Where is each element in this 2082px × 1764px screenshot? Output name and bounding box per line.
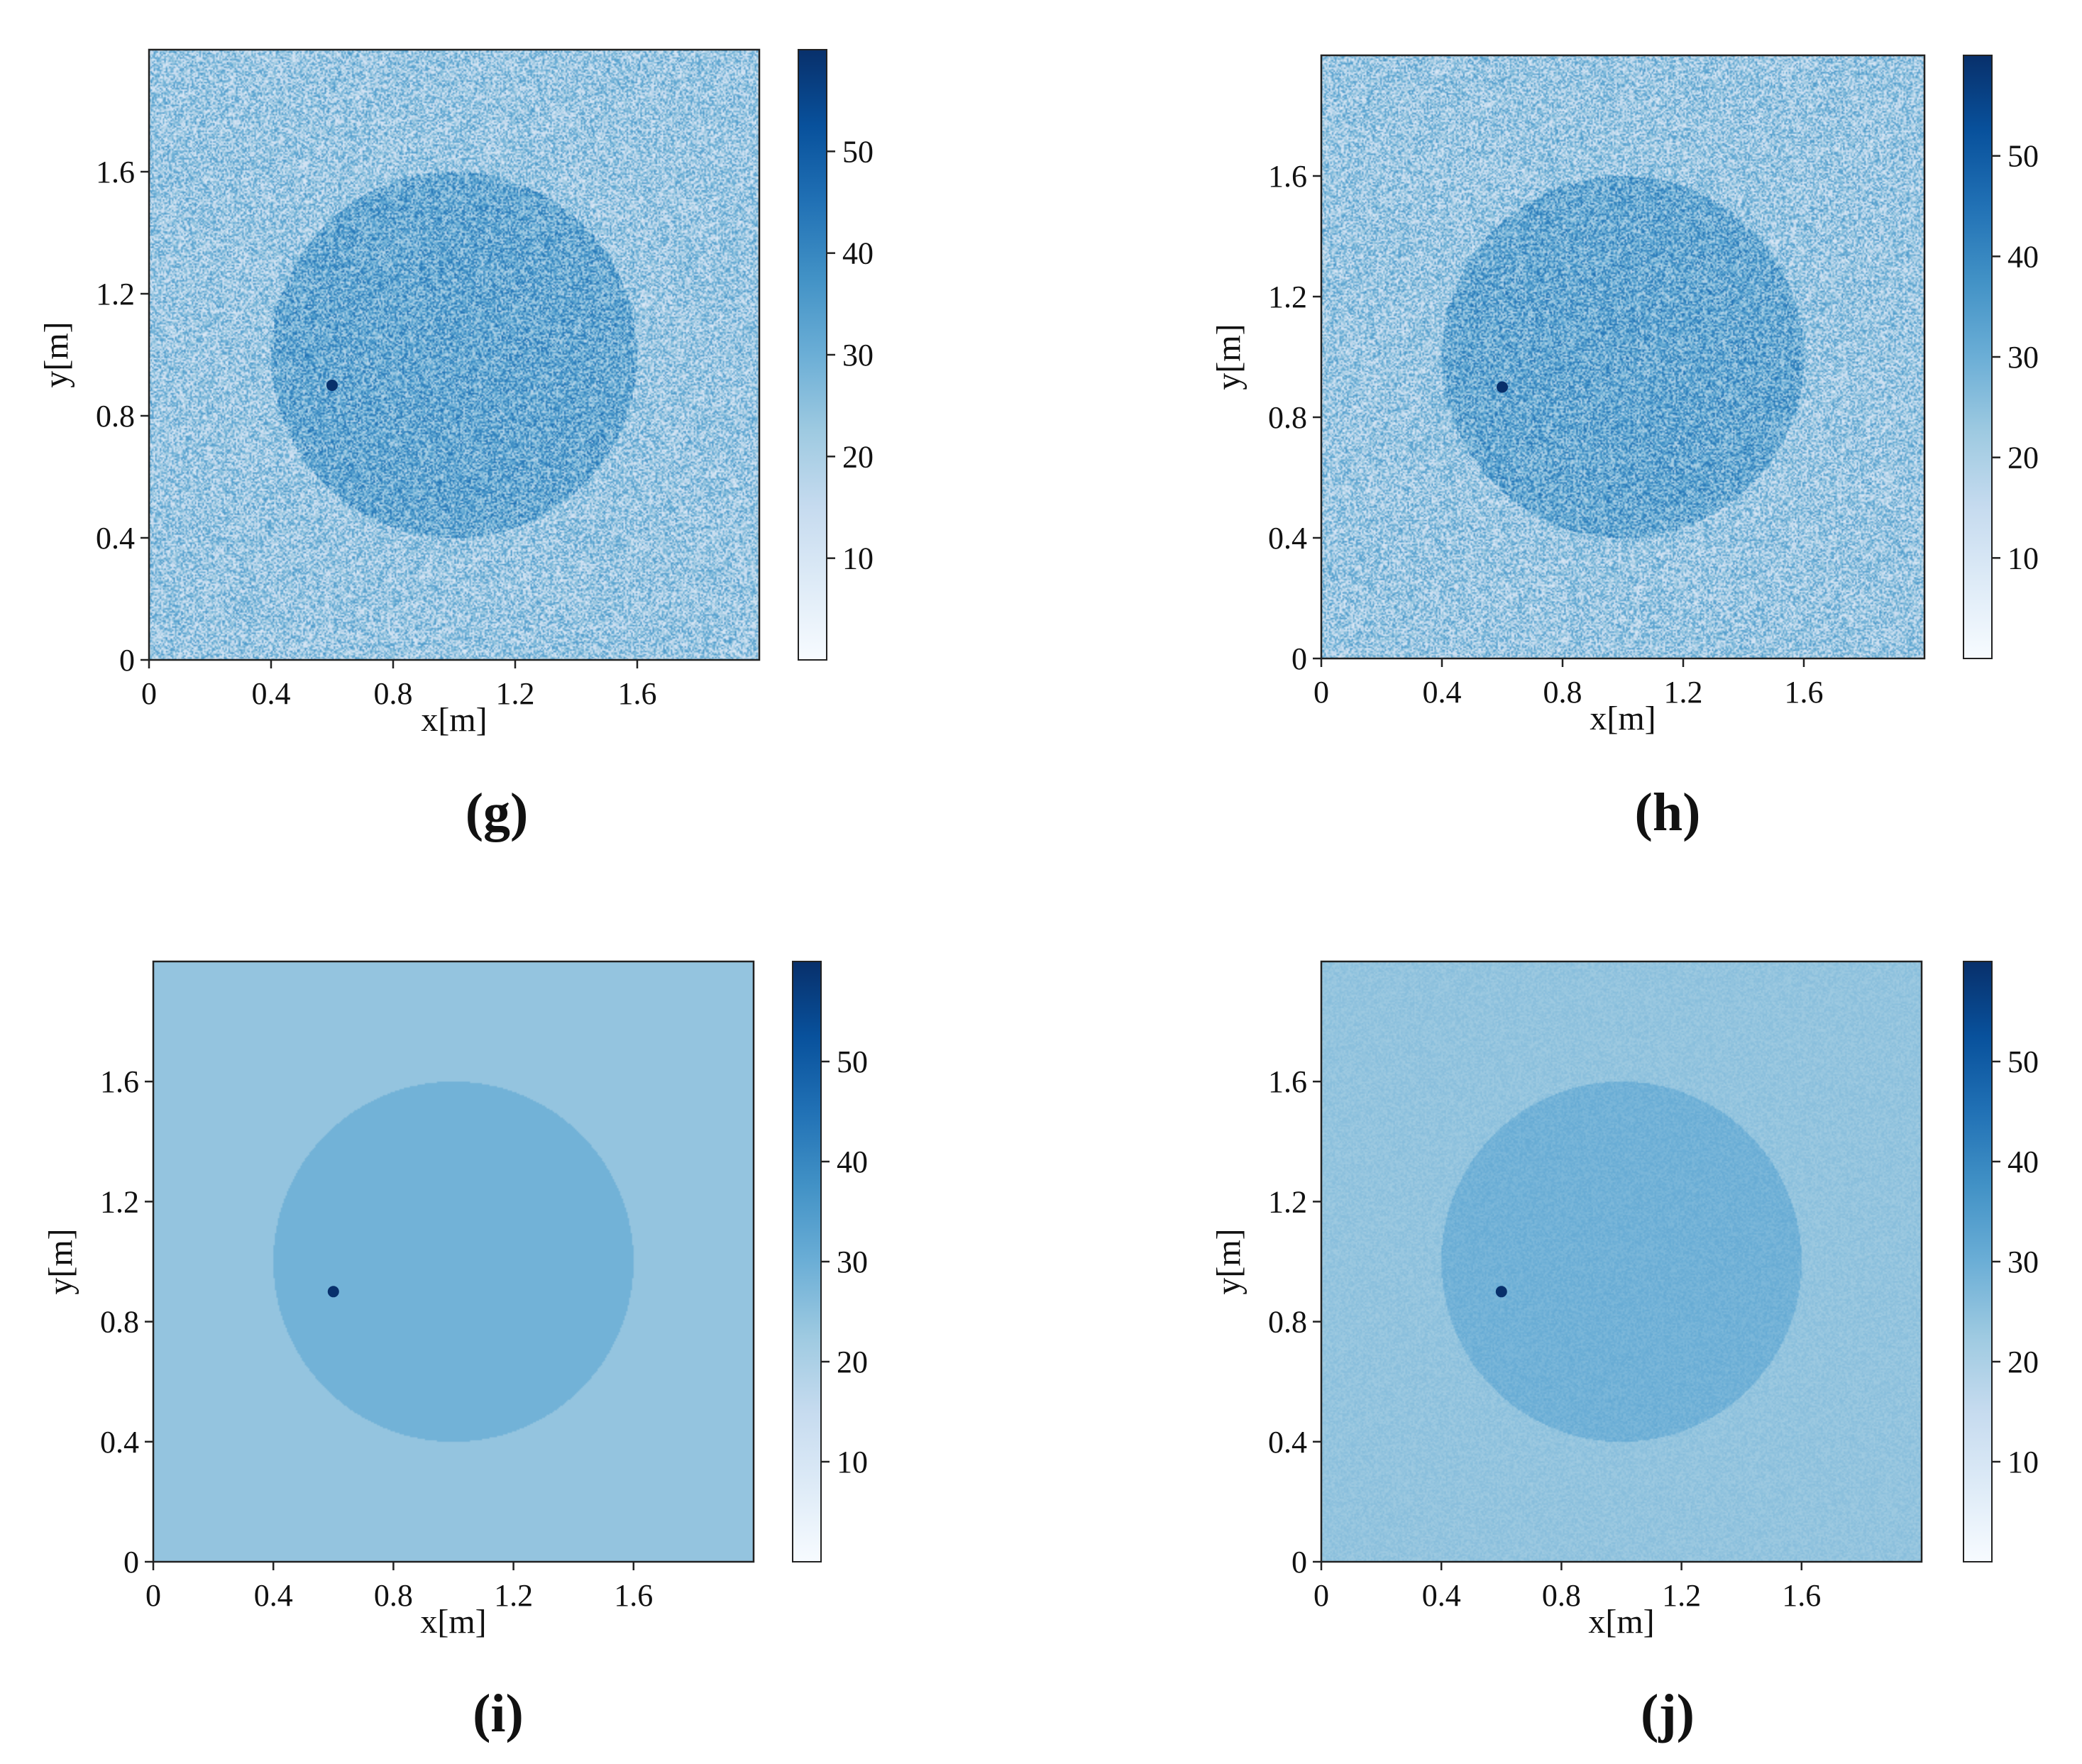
colorbar-tick-label: 30 (837, 1245, 868, 1279)
panel-g: 0 0.4 0.8 1.2 1.6 0 0.4 0.8 1.2 1.6 x[m] y[m] 10 20 30… (38, 48, 874, 842)
heatmap-image (1321, 961, 1922, 1562)
colorbar-tick-label: 10 (842, 541, 874, 576)
y-axis-label: y[m] (42, 1228, 79, 1294)
y-tick-label: 0.4 (96, 521, 135, 556)
colorbar-tick-label: 10 (2007, 541, 2039, 575)
panel-label: (j) (1641, 1684, 1695, 1743)
colorbar-tick-label: 30 (2007, 340, 2039, 375)
point-target-marker (1495, 1286, 1507, 1298)
x-axis-label: x[m] (1590, 700, 1656, 737)
x-tick-label: 0.8 (374, 1578, 413, 1613)
colorbar-tick-label: 10 (837, 1445, 868, 1479)
y-tick-label: 0.4 (1268, 521, 1307, 556)
plot-frame (1320, 960, 1923, 1563)
x-tick-label: 1.2 (494, 1578, 533, 1613)
colorbar-tick-label: 40 (842, 236, 874, 271)
y-tick-label: 1.2 (96, 277, 135, 312)
colorbar-tick-label: 50 (837, 1044, 868, 1079)
y-tick-label: 1.6 (1268, 1064, 1307, 1099)
colorbar (1963, 55, 1993, 659)
heatmap-image (153, 961, 754, 1562)
x-axis-label: x[m] (1588, 1603, 1654, 1641)
colorbar-tick-label: 50 (842, 134, 874, 169)
x-tick-label: 1.6 (1782, 1578, 1821, 1613)
y-tick-label: 0 (123, 1545, 139, 1580)
y-tick-label: 1.2 (100, 1184, 139, 1219)
colorbar-tick-label: 40 (2007, 1145, 2039, 1179)
heatmap-image (149, 50, 759, 660)
colorbar-tick-label: 40 (2007, 239, 2039, 274)
panel-i: 0 0.4 0.8 1.2 1.6 0 0.4 0.8 1.2 1.6 x[m] y[m] 10 20 30… (42, 960, 868, 1743)
y-tick-label: 0 (1291, 641, 1307, 676)
x-axis-label: x[m] (420, 1603, 486, 1641)
x-tick-label: 1.6 (614, 1578, 653, 1613)
colorbar-tick-label: 20 (2007, 1345, 2039, 1379)
x-tick-label: 1.6 (618, 676, 657, 711)
x-tick-label: 0 (141, 676, 157, 711)
plot-frame (148, 48, 761, 661)
colorbar-tick-label: 30 (2007, 1245, 2039, 1279)
y-tick-label: 0.8 (1268, 1305, 1307, 1340)
plot-frame (1320, 54, 1926, 660)
x-tick-label: 0.8 (1542, 1578, 1581, 1613)
x-tick-label: 0.4 (252, 676, 291, 711)
y-axis-label: y[m] (1210, 324, 1247, 390)
x-tick-label: 0.8 (1543, 675, 1582, 710)
y-tick-label: 0 (1291, 1545, 1307, 1580)
colorbar-tick-label: 20 (842, 439, 874, 474)
colorbar-tick-label: 40 (837, 1145, 868, 1179)
x-tick-label: 0.4 (1422, 1578, 1461, 1613)
panel-label: (h) (1635, 783, 1701, 842)
x-tick-label: 0 (1313, 1578, 1329, 1613)
colorbar-tick-label: 20 (2007, 441, 2039, 475)
point-target-marker (327, 1286, 339, 1298)
colorbar-tick-label: 30 (842, 338, 874, 373)
colorbar (1963, 961, 1993, 1562)
point-target-marker (1497, 381, 1508, 393)
x-tick-label: 1.2 (1662, 1578, 1701, 1613)
point-target-marker (326, 380, 338, 391)
y-tick-label: 1.2 (1268, 1184, 1307, 1219)
y-tick-label: 0.8 (96, 399, 135, 434)
y-tick-label: 1.6 (96, 155, 135, 189)
y-tick-label: 1.2 (1268, 280, 1307, 314)
y-axis-label: y[m] (38, 321, 75, 387)
x-tick-label: 1.2 (1664, 675, 1703, 710)
y-tick-label: 0.8 (100, 1305, 139, 1340)
y-tick-label: 0 (119, 643, 135, 678)
colorbar (792, 961, 822, 1562)
panel-h: 0 0.4 0.8 1.2 1.6 0 0.4 0.8 1.2 1.6 x[m] y[m] 10 20 30… (1210, 54, 2039, 842)
colorbar-tick-label: 50 (2007, 139, 2039, 174)
x-tick-label: 0 (145, 1578, 161, 1613)
y-tick-label: 0.8 (1268, 400, 1307, 435)
colorbar-tick-label: 20 (837, 1345, 868, 1379)
x-tick-label: 0.4 (254, 1578, 293, 1613)
x-tick-label: 0.4 (1423, 675, 1462, 710)
colorbar-tick-label: 10 (2007, 1445, 2039, 1479)
x-tick-label: 1.6 (1785, 675, 1824, 710)
y-axis-label: y[m] (1210, 1228, 1247, 1294)
x-tick-label: 1.2 (496, 676, 535, 711)
x-tick-label: 0.8 (374, 676, 413, 711)
colorbar-tick-label: 50 (2007, 1044, 2039, 1079)
colorbar (798, 49, 827, 661)
plot-frame (152, 960, 755, 1563)
panel-label: (g) (466, 783, 529, 842)
y-tick-label: 1.6 (100, 1064, 139, 1099)
y-tick-label: 0.4 (1268, 1425, 1307, 1460)
panel-j: 0 0.4 0.8 1.2 1.6 0 0.4 0.8 1.2 1.6 x[m] y[m] 10 20 30… (1210, 960, 2039, 1743)
x-axis-label: x[m] (421, 701, 487, 739)
panel-label: (i) (473, 1684, 524, 1743)
y-tick-label: 1.6 (1268, 159, 1307, 194)
heatmap-image (1321, 55, 1924, 658)
x-tick-label: 0 (1313, 675, 1329, 710)
y-tick-label: 0.4 (100, 1425, 139, 1460)
